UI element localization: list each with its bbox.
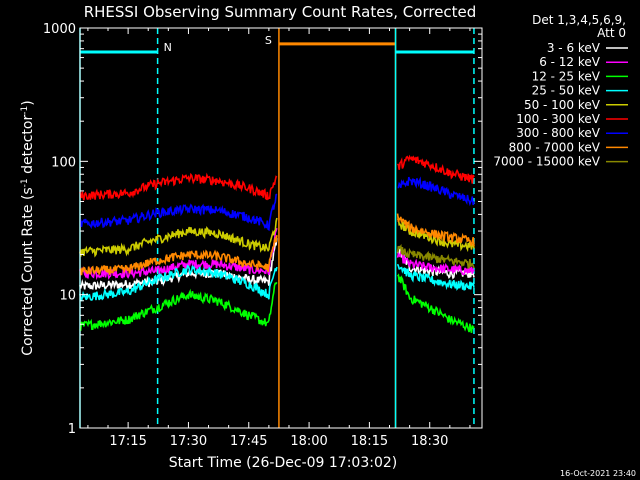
y-axis-label-sup1: -1	[20, 178, 30, 187]
legend-label: 12 - 25 keV	[532, 69, 601, 83]
y-tick-label: 1	[68, 422, 76, 437]
y-tick-label: 10	[59, 289, 76, 304]
series-line	[79, 273, 475, 333]
x-tick-label: 18:00	[290, 434, 327, 449]
legend-label: 100 - 300 keV	[516, 112, 600, 126]
legend-label: 3 - 6 keV	[547, 41, 601, 55]
y-tick-label: 1000	[43, 22, 76, 37]
series-line	[396, 243, 475, 270]
series-line	[79, 154, 475, 201]
x-tick-label: 17:30	[170, 434, 207, 449]
series-line	[79, 263, 475, 302]
x-tick-label: 17:15	[109, 434, 146, 449]
x-axis-label: Start Time (26-Dec-09 17:03:02)	[169, 455, 397, 471]
x-tick-label: 17:45	[230, 434, 267, 449]
legend-label: 50 - 100 keV	[524, 98, 601, 112]
legend-label: 6 - 12 keV	[539, 55, 601, 69]
axes: 17:15 17:30 17:45 18:00 18:15 18:30 1 10 100 1000	[43, 22, 482, 449]
y-axis-label-sup2: -1	[20, 106, 30, 115]
y-axis-label-main: Corrected Count Rate (s	[20, 187, 36, 355]
y-axis-label: Corrected Count Rate (s-1 detector-1)	[20, 100, 36, 355]
legend-header-detectors: Det 1,3,4,5,6,9,	[532, 13, 626, 27]
chart-title: RHESSI Observing Summary Count Rates, Co…	[84, 3, 477, 21]
saa-annotation: S	[265, 34, 272, 47]
y-tick-label: 100	[51, 155, 76, 170]
render-timestamp: 16-Oct-2021 23:40	[560, 469, 636, 478]
plot-area: NS	[79, 28, 475, 428]
legend-label: 300 - 800 keV	[516, 126, 600, 140]
legend-header-attenuator: Att 0	[597, 26, 626, 40]
y-axis-label-end: )	[20, 100, 36, 105]
x-tick-label: 18:15	[351, 434, 388, 449]
y-axis-label-mid: detector	[20, 115, 36, 179]
legend-label: 7000 - 15000 keV	[493, 155, 600, 169]
legend-label: 25 - 50 keV	[532, 84, 601, 98]
series-line	[79, 213, 475, 276]
series-line	[79, 216, 475, 258]
plot-frame	[79, 27, 483, 429]
legend-label: 800 - 7000 keV	[509, 140, 601, 154]
series-line	[79, 176, 475, 232]
night-annotation: N	[164, 41, 172, 54]
x-tick-label: 18:30	[411, 434, 448, 449]
